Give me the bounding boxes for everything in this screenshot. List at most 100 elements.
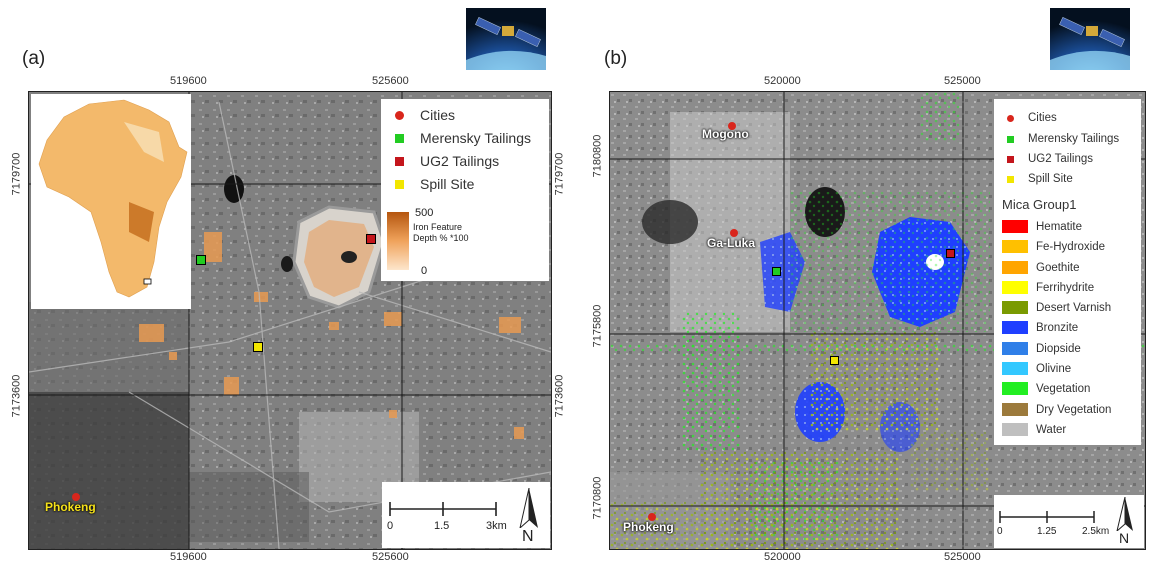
city-marker (728, 122, 736, 130)
class-item: Water (1002, 423, 1066, 436)
square-marker-icon (1007, 135, 1014, 143)
left-tick: 7180800 (591, 134, 604, 178)
class-swatch (1002, 281, 1028, 294)
class-item: Bronzite (1002, 321, 1078, 334)
legend-label: Spill Site (420, 176, 475, 192)
class-swatch (1002, 301, 1028, 314)
square-marker-icon (395, 179, 404, 189)
scale-bar-a: 0 1.5 3km N (382, 482, 550, 548)
panel-a-label: (a) (22, 48, 46, 69)
class-swatch (1002, 220, 1028, 233)
scale-tick: 3km (486, 520, 507, 532)
colorbar-max: 500 (415, 207, 434, 219)
legend-item: Cities (1007, 112, 1057, 124)
city-marker-icon (395, 110, 404, 120)
bottom-tick: 520000 (764, 551, 801, 563)
colorbar-min: 0 (421, 265, 428, 277)
city-label: Phokeng (623, 520, 674, 534)
class-label: Desert Varnish (1036, 301, 1112, 314)
legend-item: Spill Site (1007, 173, 1073, 185)
scale-tick: 2.5km (1082, 526, 1110, 537)
class-item: Vegetation (1002, 382, 1090, 395)
left-tick: 7175800 (591, 304, 604, 348)
class-swatch (1002, 321, 1028, 334)
top-tick: 519600 (170, 75, 207, 87)
top-tick: 525000 (944, 75, 981, 87)
legend-label: Merensky Tailings (1028, 133, 1120, 145)
city-marker (648, 513, 656, 521)
class-label: Water (1036, 423, 1067, 436)
class-label: Diopside (1036, 342, 1081, 355)
group-title: Mica Group1 (1002, 197, 1077, 212)
right-tick: 7179700 (553, 152, 566, 196)
city-label: Ga-Luka (707, 236, 756, 250)
bottom-tick: 525000 (944, 551, 981, 563)
north-label: N (522, 528, 534, 545)
class-item: Fe-Hydroxide (1002, 240, 1105, 253)
class-label: Ferrihydrite (1036, 281, 1095, 294)
legend-item: Cities (395, 107, 455, 123)
legend-item: UG2 Tailings (395, 153, 499, 169)
colorbar (387, 212, 409, 270)
legend-item: Spill Site (395, 176, 474, 192)
class-item: Ferrihydrite (1002, 281, 1094, 294)
class-swatch (1002, 342, 1028, 355)
class-label: Hematite (1036, 220, 1083, 233)
class-item: Diopside (1002, 342, 1081, 355)
right-tick: 7173600 (553, 374, 566, 418)
class-item: Olivine (1002, 362, 1071, 375)
spill-site-marker (253, 342, 263, 352)
city-marker (730, 229, 738, 237)
class-label: Dry Vegetation (1036, 403, 1112, 416)
legend-label: UG2 Tailings (420, 153, 500, 169)
legend-item: Merensky Tailings (395, 130, 531, 146)
scale-tick: 1.25 (1037, 526, 1057, 537)
scale-tick: 0 (997, 526, 1003, 537)
north-label: N (1119, 530, 1130, 546)
class-label: Goethite (1036, 261, 1080, 274)
class-label: Vegetation (1036, 382, 1091, 395)
left-tick: 7170800 (591, 476, 604, 520)
class-swatch (1002, 382, 1028, 395)
square-marker-icon (1007, 175, 1014, 183)
ug2-tailings-marker (366, 234, 376, 244)
map-frame-a: Phokeng Cities Merensky Tailings UG2 Tai… (28, 91, 552, 550)
scale-tick: 0 (387, 520, 394, 532)
legend-b: Cities Merensky Tailings UG2 Tailings Sp… (994, 99, 1141, 445)
legend-label: Spill Site (1028, 173, 1073, 185)
left-tick: 7179700 (10, 152, 23, 196)
city-label: Mogono (702, 127, 749, 141)
class-swatch (1002, 403, 1028, 416)
merensky-tailings-marker (196, 255, 206, 265)
city-marker-icon (1007, 114, 1014, 122)
legend-item: Merensky Tailings (1007, 133, 1119, 145)
class-label: Bronzite (1036, 321, 1079, 334)
legend-label: Merensky Tailings (420, 130, 532, 146)
satellite-icon (1050, 8, 1130, 70)
top-tick: 520000 (764, 75, 801, 87)
merensky-tailings-marker (772, 267, 781, 276)
north-arrow-icon (1116, 497, 1133, 531)
city-label: Phokeng (45, 500, 96, 514)
legend-item: UG2 Tailings (1007, 153, 1093, 165)
class-swatch (1002, 423, 1028, 436)
top-tick: 525600 (372, 75, 409, 87)
panel-b-label: (b) (604, 48, 628, 69)
class-swatch (1002, 240, 1028, 253)
class-swatch (1002, 362, 1028, 375)
class-item: Dry Vegetation (1002, 403, 1111, 416)
ug2-tailings-marker (946, 249, 955, 258)
map-frame-b: Mogono Ga-Luka Phokeng Cities Merensky T… (609, 91, 1146, 550)
class-item: Goethite (1002, 261, 1079, 274)
inset-location-marker (143, 278, 152, 285)
square-marker-icon (395, 156, 404, 166)
class-label: Olivine (1036, 362, 1072, 375)
square-marker-icon (395, 133, 404, 143)
legend-label: UG2 Tailings (1028, 153, 1093, 165)
scale-bar-b: 0 1.25 2.5km N (994, 495, 1144, 548)
satellite-icon (466, 8, 546, 70)
class-item: Hematite (1002, 220, 1082, 233)
bottom-tick: 525600 (372, 551, 409, 563)
legend-a: Cities Merensky Tailings UG2 Tailings Sp… (381, 99, 549, 281)
legend-label: Cities (420, 107, 456, 123)
